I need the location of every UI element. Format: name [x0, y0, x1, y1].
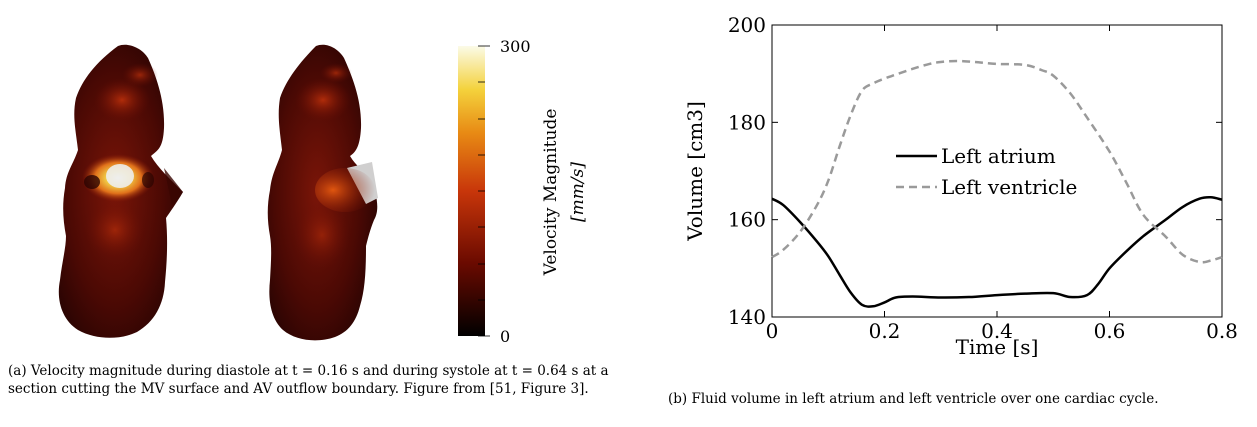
y-ticks: 140 160 180 200 — [728, 13, 1222, 329]
legend: Left atrium Left ventricle — [896, 144, 1077, 199]
y-tick-label: 200 — [728, 13, 766, 37]
caption-panel-a: (a) Velocity magnitude during diastole a… — [8, 363, 609, 397]
y-tick-label: 140 — [728, 305, 766, 329]
heart-rendering-systole — [267, 44, 378, 341]
x-tick-label: 0.2 — [869, 319, 901, 343]
heart-rendering-diastole — [58, 44, 183, 338]
x-tick-label: 0.4 — [981, 319, 1013, 343]
colorbar: 300 0 Velocity Magnitude [mm/s] — [458, 37, 588, 346]
caption-panel-b: (b) Fluid volume in left atrium and left… — [668, 391, 1159, 407]
series-line-left-atrium — [771, 195, 1223, 308]
colorbar-max-label: 300 — [500, 37, 531, 56]
y-axis-label: Volume [cm3] — [683, 101, 707, 242]
y-tick-label: 180 — [728, 110, 766, 134]
x-ticks: 0 0.2 0.4 0.6 0.8 — [766, 25, 1238, 343]
x-tick-label: 0.8 — [1206, 319, 1238, 343]
legend-label-left-atrium: Left atrium — [941, 144, 1056, 168]
volume-line-chart: 0 0.2 0.4 0.6 0.8 140 160 180 200 Time [s] Volu… — [683, 13, 1238, 359]
series-layer — [771, 59, 1223, 308]
x-axis-label: Time [s] — [956, 335, 1039, 359]
legend-label-left-ventricle: Left ventricle — [941, 175, 1077, 199]
colorbar-label-line2: [mm/s] — [568, 162, 588, 222]
y-tick-label: 160 — [728, 208, 766, 232]
x-tick-label: 0 — [766, 319, 779, 343]
series-line-left-ventricle — [771, 59, 1223, 264]
colorbar-label-line1: Velocity Magnitude — [541, 109, 561, 277]
x-tick-label: 0.6 — [1094, 319, 1126, 343]
colorbar-ticks — [478, 45, 490, 337]
colorbar-min-label: 0 — [500, 327, 510, 346]
